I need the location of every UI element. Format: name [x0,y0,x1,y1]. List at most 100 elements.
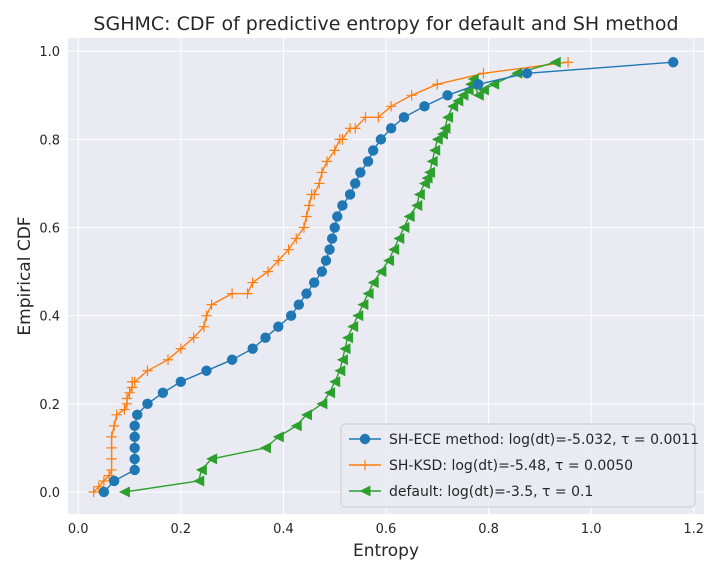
data-point [336,354,348,366]
data-point [362,288,374,300]
data-point [283,244,294,255]
data-point [247,343,258,354]
x-tick-label: 1.2 [683,522,704,537]
data-point [668,57,679,68]
data-point [129,376,140,387]
series-default [118,56,561,498]
data-point [436,128,448,140]
x-tick-label: 0.2 [170,522,191,537]
data-point [424,166,436,178]
data-point [206,299,217,310]
data-point [206,453,218,465]
data-point [308,189,320,200]
data-point [383,255,395,267]
data-point [477,84,489,96]
data-point [321,156,333,167]
data-point [301,288,312,299]
data-point [342,332,354,344]
data-point [421,172,433,184]
data-point [426,155,438,167]
data-point [262,266,274,277]
data-point [260,332,271,343]
legend-label-text: SH-ECE method: log(dt)=-5.032, [389,432,621,448]
legend-marker [359,485,371,497]
data-point [226,354,238,365]
data-point [175,376,187,387]
data-point [324,387,336,399]
data-point [373,112,384,123]
data-point [419,101,430,112]
legend-label: SH-ECE method: log(dt)=-5.032, τ = 0.001… [389,432,699,448]
data-point [385,123,397,134]
data-point [293,299,305,310]
data-point [103,470,115,481]
data-point [385,101,397,112]
data-point [360,112,371,123]
data-point [303,200,315,211]
legend-tau: τ = 0.0011 [621,432,699,448]
data-point [175,343,187,354]
data-point [350,123,361,134]
data-point [488,78,500,90]
data-point [355,167,366,178]
data-point [247,277,258,288]
data-point [320,255,332,266]
data-point [324,244,335,255]
data-point [447,100,459,112]
data-point [157,387,169,398]
data-point [129,420,140,432]
data-point [106,453,117,465]
data-point [406,90,417,101]
data-point [201,365,212,376]
data-point [511,67,523,79]
data-point [272,431,284,443]
data-point [549,56,561,68]
data-point [452,95,464,107]
data-point [193,475,205,487]
data-point [457,89,469,101]
data-point [298,222,310,233]
series-sh-ece [98,57,679,498]
data-point [108,420,120,432]
y-tick-label: 0.8 [39,133,60,148]
data-point [111,409,122,421]
data-point [301,409,312,421]
x-tick-label: 0.4 [273,522,294,537]
data-point [88,486,99,498]
data-point [162,354,174,365]
data-point [329,376,341,388]
data-point [106,431,117,443]
data-point [375,134,387,145]
data-point [124,387,135,398]
data-point [357,299,369,311]
data-point [388,244,400,256]
data-point [290,420,302,432]
data-point [334,365,346,377]
data-point [352,310,364,322]
data-point [431,133,443,145]
data-point [429,144,441,156]
y-axis-label: Empirical CDF [15,216,35,335]
data-point [188,332,199,343]
data-point [339,343,351,355]
data-point [411,199,423,211]
data-point [226,288,238,299]
legend-tau: τ = 0.1 [542,484,593,500]
data-point [285,310,297,321]
data-point [259,442,271,454]
data-point [108,475,120,487]
data-point [273,321,284,332]
data-point [201,310,212,321]
data-point [432,79,443,90]
data-point [326,233,338,244]
legend-marker [359,433,371,445]
data-point [347,321,359,333]
data-point [129,442,140,454]
data-point [314,178,325,189]
data-point [291,233,302,244]
series-sh-ksd [88,57,574,498]
data-point [308,277,320,288]
data-point [367,145,379,156]
data-point [119,404,130,415]
